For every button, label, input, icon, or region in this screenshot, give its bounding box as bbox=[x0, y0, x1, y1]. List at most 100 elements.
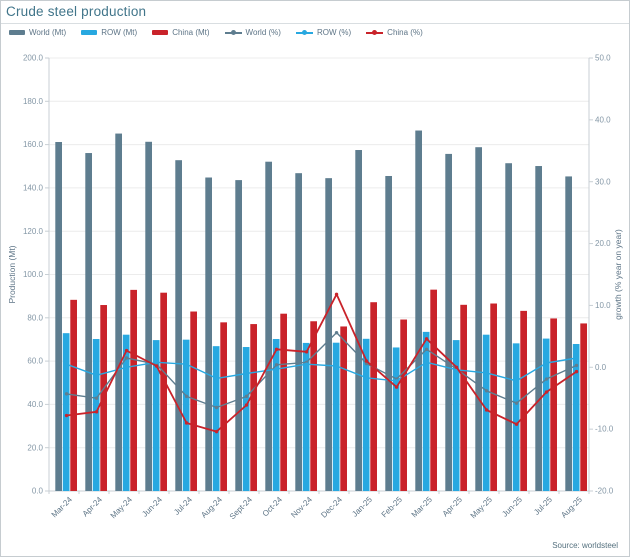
bar-row-mt bbox=[542, 338, 550, 491]
point-row bbox=[574, 356, 579, 360]
bar-china-mt bbox=[550, 318, 557, 491]
point-row bbox=[184, 362, 189, 366]
bar-china-mt bbox=[220, 322, 227, 491]
bar-row-mt bbox=[272, 339, 280, 491]
point-row bbox=[424, 360, 429, 365]
right-axis-title: growth (% year on year) bbox=[613, 229, 623, 320]
point-world bbox=[274, 363, 279, 367]
bar-china-mt bbox=[130, 289, 137, 491]
bar-row-mt bbox=[572, 343, 580, 491]
legend-bar-swatch-icon bbox=[81, 30, 98, 35]
bar-world-mt bbox=[535, 166, 542, 491]
point-world bbox=[484, 389, 489, 393]
point-row bbox=[244, 371, 249, 376]
right-tick-label: -20.0 bbox=[595, 487, 614, 496]
point-china bbox=[394, 385, 399, 389]
left-axis-title: Production (Mt) bbox=[7, 245, 17, 303]
left-axis: 0.0 20.0 40.0 60.0 80.0 100.0 120.0 140.0 160.0 1… bbox=[23, 54, 50, 496]
legend-item-china[interactable]: China (%) bbox=[366, 28, 423, 37]
bar-world-mt bbox=[145, 141, 152, 491]
right-tick-label: 10.0 bbox=[595, 301, 611, 310]
point-china bbox=[544, 390, 549, 394]
legend-item-world-mt[interactable]: World (Mt) bbox=[9, 28, 66, 37]
left-tick-label: 60.0 bbox=[27, 357, 43, 366]
bar-world-mt bbox=[85, 153, 92, 491]
bar-china-mt bbox=[520, 310, 527, 491]
right-axis: -20.0 -10.0 0.0 10.0 20.0 30.0 40.0 50.0 bbox=[588, 54, 614, 496]
legend-item-row-mt[interactable]: ROW (Mt) bbox=[81, 28, 137, 37]
point-row bbox=[124, 365, 129, 369]
bar-world-mt bbox=[355, 150, 362, 491]
legend-item-world[interactable]: World (%) bbox=[224, 28, 281, 37]
bar-row-mt bbox=[122, 334, 130, 491]
point-world bbox=[334, 330, 339, 335]
bar-row-mt bbox=[512, 343, 520, 491]
right-tick-label: 20.0 bbox=[595, 239, 611, 248]
right-tick-label: 0.0 bbox=[595, 363, 607, 372]
point-china bbox=[64, 413, 69, 418]
bar-world-mt bbox=[265, 161, 272, 491]
bar-world-mt bbox=[505, 163, 512, 491]
bar-world-mt bbox=[415, 130, 422, 491]
bar-china-mt bbox=[190, 311, 197, 491]
point-china bbox=[94, 410, 99, 414]
point-china bbox=[514, 422, 519, 426]
point-china bbox=[364, 359, 369, 363]
x-tick-label: Jan-25 bbox=[350, 495, 374, 519]
bar-row-mt bbox=[482, 334, 490, 491]
bar-row-mt bbox=[62, 333, 70, 491]
bar-china-mt bbox=[490, 303, 497, 491]
bar-world-mt bbox=[235, 180, 242, 491]
bar-world-mt bbox=[175, 160, 182, 492]
x-tick-label: Jul-25 bbox=[532, 495, 554, 517]
legend-line-swatch-icon bbox=[295, 29, 313, 36]
source-caption: Source: worldsteel bbox=[552, 541, 618, 550]
point-row bbox=[94, 373, 99, 378]
legend-item-row[interactable]: ROW (%) bbox=[295, 28, 351, 37]
bar-china-mt bbox=[430, 289, 437, 491]
point-china bbox=[184, 421, 189, 425]
point-china bbox=[154, 364, 159, 368]
bar-china-mt bbox=[280, 313, 287, 491]
left-tick-label: 20.0 bbox=[27, 443, 43, 452]
bar-row-mt bbox=[212, 346, 220, 491]
point-world bbox=[64, 392, 69, 396]
legend-label: China (%) bbox=[387, 28, 423, 37]
x-tick-label: Nov-24 bbox=[289, 495, 314, 520]
point-world bbox=[424, 347, 429, 352]
gridlines bbox=[49, 57, 589, 492]
legend-line-swatch-icon bbox=[224, 29, 242, 36]
bar-world-mt bbox=[445, 153, 452, 492]
bars-row-mt bbox=[62, 331, 580, 491]
line-china bbox=[64, 292, 579, 434]
point-china bbox=[454, 365, 459, 369]
bar-world-mt bbox=[205, 177, 212, 491]
bar-row-mt bbox=[92, 339, 100, 491]
legend-line-swatch-icon bbox=[366, 29, 384, 36]
point-row bbox=[394, 379, 399, 383]
point-china bbox=[244, 403, 249, 407]
point-china bbox=[574, 369, 579, 374]
point-row bbox=[64, 362, 69, 366]
right-tick-label: 40.0 bbox=[595, 115, 611, 124]
x-axis: Mar-24 Apr-24 May-24 Jun-24 Jul-24 Aug-24 Sept… bbox=[48, 491, 590, 522]
x-tick-label: Oct-24 bbox=[261, 495, 285, 519]
legend-item-china-mt[interactable]: China (Mt) bbox=[152, 28, 210, 37]
x-tick-label: Feb-25 bbox=[380, 495, 405, 520]
bar-world-mt bbox=[565, 176, 572, 491]
point-world bbox=[124, 356, 129, 360]
x-tick-label: Sept-24 bbox=[228, 495, 255, 522]
bar-china-mt bbox=[250, 324, 257, 491]
point-row bbox=[214, 376, 219, 381]
bar-world-mt bbox=[385, 175, 392, 491]
page-title: Crude steel production bbox=[6, 4, 147, 19]
point-china bbox=[484, 408, 489, 412]
left-tick-label: 160.0 bbox=[23, 140, 44, 149]
legend-bar-swatch-icon bbox=[152, 30, 169, 35]
left-tick-label: 120.0 bbox=[23, 227, 44, 236]
point-china bbox=[274, 347, 279, 352]
x-tick-label: May-24 bbox=[109, 495, 135, 521]
x-tick-label: Mar-25 bbox=[410, 495, 435, 520]
left-tick-label: 100.0 bbox=[23, 270, 44, 279]
legend-label: World (Mt) bbox=[29, 28, 67, 37]
